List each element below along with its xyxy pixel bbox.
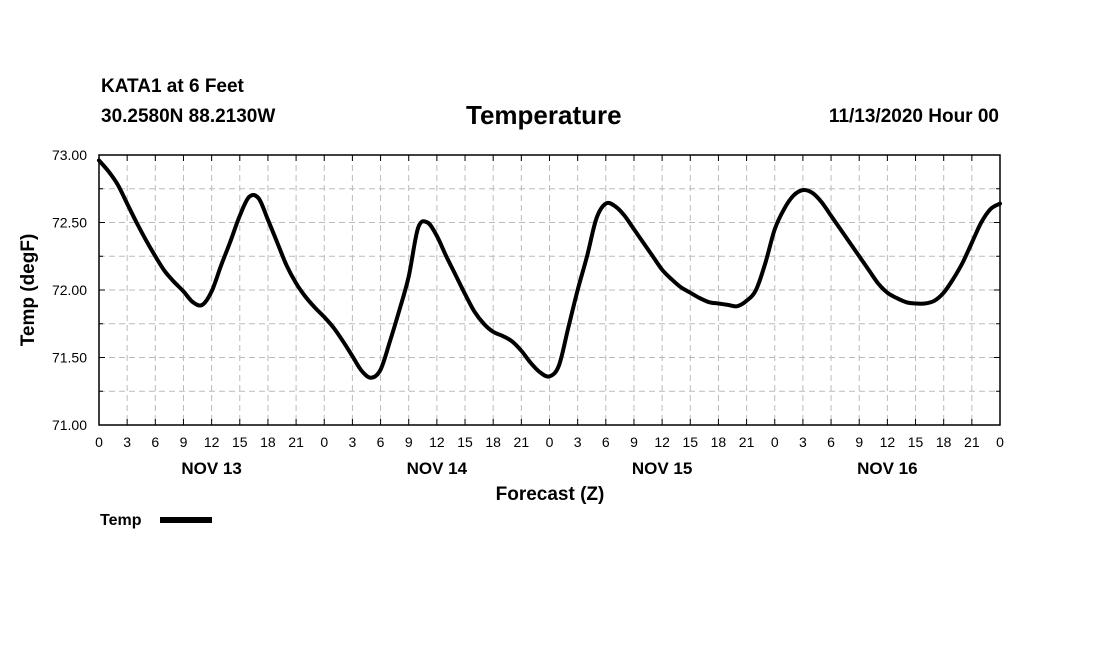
x-tick-label: 18	[485, 434, 501, 450]
x-tick-label: 6	[151, 434, 159, 450]
x-tick-label: 6	[602, 434, 610, 450]
x-tick-label: 18	[260, 434, 276, 450]
y-tick-label: 73.00	[52, 147, 87, 163]
x-tick-label: 0	[546, 434, 554, 450]
x-tick-label: 6	[827, 434, 835, 450]
y-tick-label: 72.50	[52, 215, 87, 231]
day-label: NOV 16	[857, 459, 917, 478]
x-tick-label: 6	[377, 434, 385, 450]
x-tick-label: 0	[95, 434, 103, 450]
legend-temp-swatch	[160, 517, 212, 523]
x-axis-label: Forecast (Z)	[496, 484, 605, 505]
temp-series-line	[97, 158, 1002, 380]
y-tick-label: 72.00	[52, 282, 87, 298]
x-tick-label: 12	[654, 434, 670, 450]
axis-ticks	[98, 154, 1001, 426]
x-tick-label: 15	[232, 434, 248, 450]
day-labels: NOV 13 NOV 14 NOV 15 NOV 16	[181, 459, 917, 478]
x-tick-label: 15	[682, 434, 698, 450]
x-tick-labels: 0 3 6 9 12 15 18 21 0 3 6 9 12 15 18 21 0 3 6 9 12 15 18 21 0 3 6 9…	[95, 434, 1004, 450]
grid	[99, 155, 1000, 425]
chart-title: Temperature	[466, 100, 622, 130]
day-label: NOV 15	[632, 459, 692, 478]
x-tick-label: 9	[180, 434, 188, 450]
x-tick-label: 9	[855, 434, 863, 450]
x-tick-label: 21	[514, 434, 530, 450]
y-axis-label: Temp (degF)	[18, 234, 39, 347]
x-tick-label: 0	[996, 434, 1004, 450]
x-tick-label: 12	[204, 434, 220, 450]
coordinates-label: 30.2580N 88.2130W	[101, 106, 276, 127]
x-tick-label: 12	[429, 434, 445, 450]
x-tick-label: 15	[908, 434, 924, 450]
x-tick-label: 21	[964, 434, 980, 450]
y-tick-labels: 71.00 71.50 72.00 72.50 73.00	[52, 147, 87, 433]
x-tick-label: 3	[349, 434, 357, 450]
x-tick-label: 15	[457, 434, 473, 450]
station-label: KATA1 at 6 Feet	[101, 76, 244, 97]
y-tick-label: 71.50	[52, 350, 87, 366]
legend-temp-label: Temp	[100, 512, 142, 529]
x-tick-label: 9	[405, 434, 413, 450]
x-tick-label: 3	[799, 434, 807, 450]
x-tick-label: 0	[771, 434, 779, 450]
x-tick-label: 18	[936, 434, 952, 450]
y-tick-label: 71.00	[52, 417, 87, 433]
day-label: NOV 13	[181, 459, 241, 478]
x-tick-label: 3	[574, 434, 582, 450]
x-tick-label: 21	[288, 434, 304, 450]
x-tick-label: 0	[320, 434, 328, 450]
x-tick-label: 9	[630, 434, 638, 450]
x-tick-label: 12	[880, 434, 896, 450]
x-tick-label: 18	[711, 434, 727, 450]
x-tick-label: 21	[739, 434, 755, 450]
run-time-label: 11/13/2020 Hour 00	[828, 106, 999, 127]
day-label: NOV 14	[407, 459, 468, 478]
x-tick-label: 3	[123, 434, 131, 450]
